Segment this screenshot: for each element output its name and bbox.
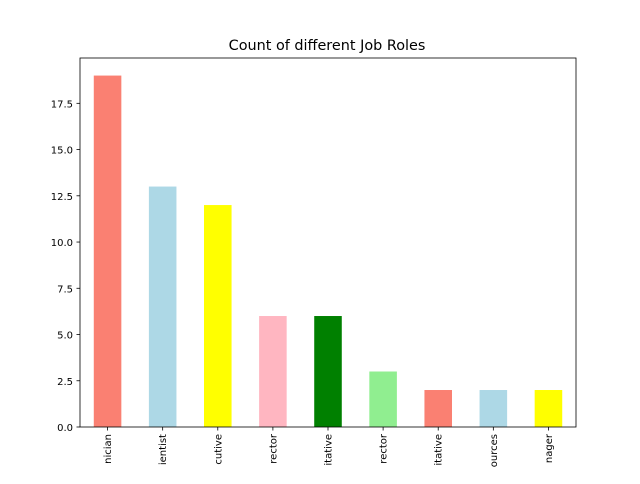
y-tick-label-2: 5.0 bbox=[57, 331, 73, 342]
bar-2 bbox=[204, 205, 232, 427]
x-tick-label-1: ientist bbox=[158, 434, 169, 465]
bar-4 bbox=[314, 316, 342, 427]
bar-3 bbox=[259, 316, 287, 427]
bars-layer bbox=[93, 75, 563, 427]
axes-layer: 0.0 2.5 5.0 7.5 10.0 12.5 15.0 17.5 nician ientis… bbox=[51, 57, 577, 467]
bar-7 bbox=[479, 390, 508, 427]
y-tick-label-5: 12.5 bbox=[51, 192, 73, 203]
y-tick-label-0: 0.0 bbox=[57, 423, 73, 434]
x-tick-label-2: cutive bbox=[213, 434, 224, 465]
x-tick-label-0: nician bbox=[103, 434, 114, 464]
x-tick-label-8: nager bbox=[544, 433, 555, 463]
bar-6 bbox=[424, 390, 452, 427]
bar-1 bbox=[148, 186, 177, 427]
bar-5 bbox=[369, 371, 397, 427]
y-tick-label-6: 15.0 bbox=[51, 146, 73, 157]
x-tick-label-3: rector bbox=[268, 433, 279, 464]
y-tick-label-1: 2.5 bbox=[57, 377, 73, 388]
y-tick-label-4: 10.0 bbox=[51, 238, 73, 249]
x-tick-label-5: rector bbox=[379, 433, 390, 464]
y-tick-label-3: 7.5 bbox=[57, 284, 73, 295]
y-tick-label-7: 17.5 bbox=[51, 99, 73, 110]
x-tick-label-4: itative bbox=[324, 434, 335, 466]
x-tick-label-6: itative bbox=[434, 434, 445, 466]
chart-title: Count of different Job Roles bbox=[229, 38, 426, 54]
bar-0 bbox=[93, 75, 122, 427]
bar-8 bbox=[534, 390, 563, 427]
x-tick-label-7: ources bbox=[489, 434, 500, 467]
